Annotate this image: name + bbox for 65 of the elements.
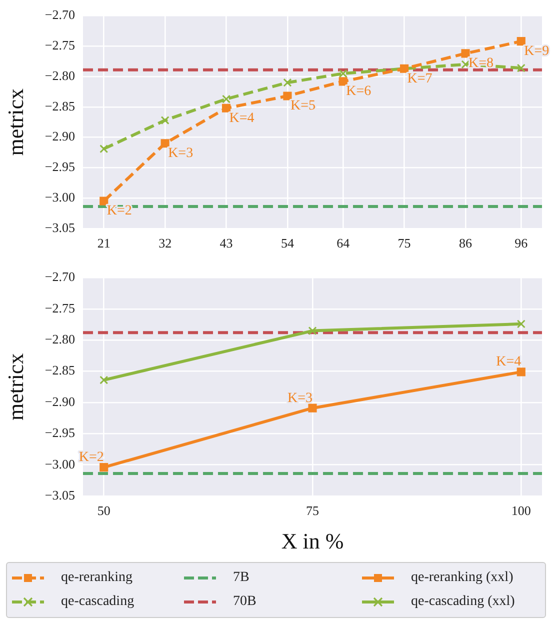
- y-tick-label: −2.90: [44, 128, 75, 144]
- y-tick-label: −2.95: [44, 159, 75, 174]
- point: [461, 49, 470, 58]
- y-axis-title: metricx: [2, 353, 28, 420]
- annotation: K=4: [229, 110, 254, 126]
- x-tick-label: 50: [97, 503, 110, 518]
- y-tick-label: −3.05: [44, 487, 75, 502]
- point: [308, 404, 317, 412]
- x-tick-label: 75: [398, 236, 411, 251]
- y-tick-label: −2.70: [44, 269, 75, 284]
- legend-label: qe-cascading: [61, 594, 134, 610]
- x-axis-title: X in %: [281, 528, 344, 554]
- y-tick-label: −2.85: [44, 98, 75, 114]
- point: [338, 77, 348, 86]
- y-tick-label: −3.00: [44, 189, 75, 204]
- y-tick-label: −2.75: [44, 38, 75, 53]
- y-tick-label: −2.85: [44, 362, 75, 378]
- point: [160, 139, 170, 148]
- point: [160, 116, 170, 125]
- point: [222, 94, 231, 104]
- annotation: K=7: [407, 71, 432, 86]
- annotation: K=3: [168, 146, 194, 162]
- point: [100, 144, 108, 154]
- point: [283, 92, 292, 100]
- x-tick-label: 21: [97, 236, 110, 251]
- y-tick-label: −3.05: [44, 220, 75, 235]
- x-tick-label: 96: [514, 236, 528, 251]
- x-tick-label: 100: [511, 503, 531, 518]
- legend-label: qe-reranking: [61, 570, 133, 586]
- annotation: K=4: [496, 354, 522, 370]
- point: [100, 196, 108, 206]
- y-tick-label: −3.00: [44, 456, 75, 472]
- annotation: K=2: [106, 204, 132, 219]
- y-tick-label: −2.95: [44, 425, 75, 440]
- point: [100, 463, 108, 472]
- annotation: K=5: [290, 98, 316, 114]
- annotation: K=3: [287, 390, 312, 406]
- point: [516, 320, 526, 328]
- y-axis-title: metricx: [2, 88, 28, 156]
- x-tick-label: 43: [220, 236, 233, 251]
- point: [338, 69, 348, 78]
- point: [516, 37, 526, 46]
- y-tick-label: −2.80: [44, 332, 75, 347]
- point: [308, 326, 317, 336]
- point: [100, 376, 108, 384]
- legend-label: qe-cascading (xxl): [411, 594, 515, 610]
- x-tick-label: 75: [306, 503, 319, 518]
- point: [516, 368, 526, 376]
- legend-label: qe-reranking (xxl): [411, 570, 514, 586]
- y-tick-label: −2.70: [44, 7, 75, 22]
- legend-label: 70B: [233, 594, 256, 610]
- x-tick-label: 64: [336, 236, 350, 251]
- point: [516, 64, 526, 72]
- y-tick-label: −2.75: [44, 300, 75, 316]
- legend-label: 7B: [233, 570, 250, 586]
- point: [283, 78, 292, 87]
- point: [222, 104, 231, 112]
- annotation: K=9: [524, 44, 550, 59]
- annotation: K=6: [346, 84, 372, 100]
- y-tick-label: −2.80: [44, 68, 75, 83]
- annotation: K=2: [78, 450, 104, 465]
- y-tick-label: −2.90: [44, 394, 75, 409]
- x-tick-label: 54: [280, 236, 294, 251]
- x-tick-label: 32: [158, 236, 172, 251]
- x-tick-label: 86: [459, 236, 472, 251]
